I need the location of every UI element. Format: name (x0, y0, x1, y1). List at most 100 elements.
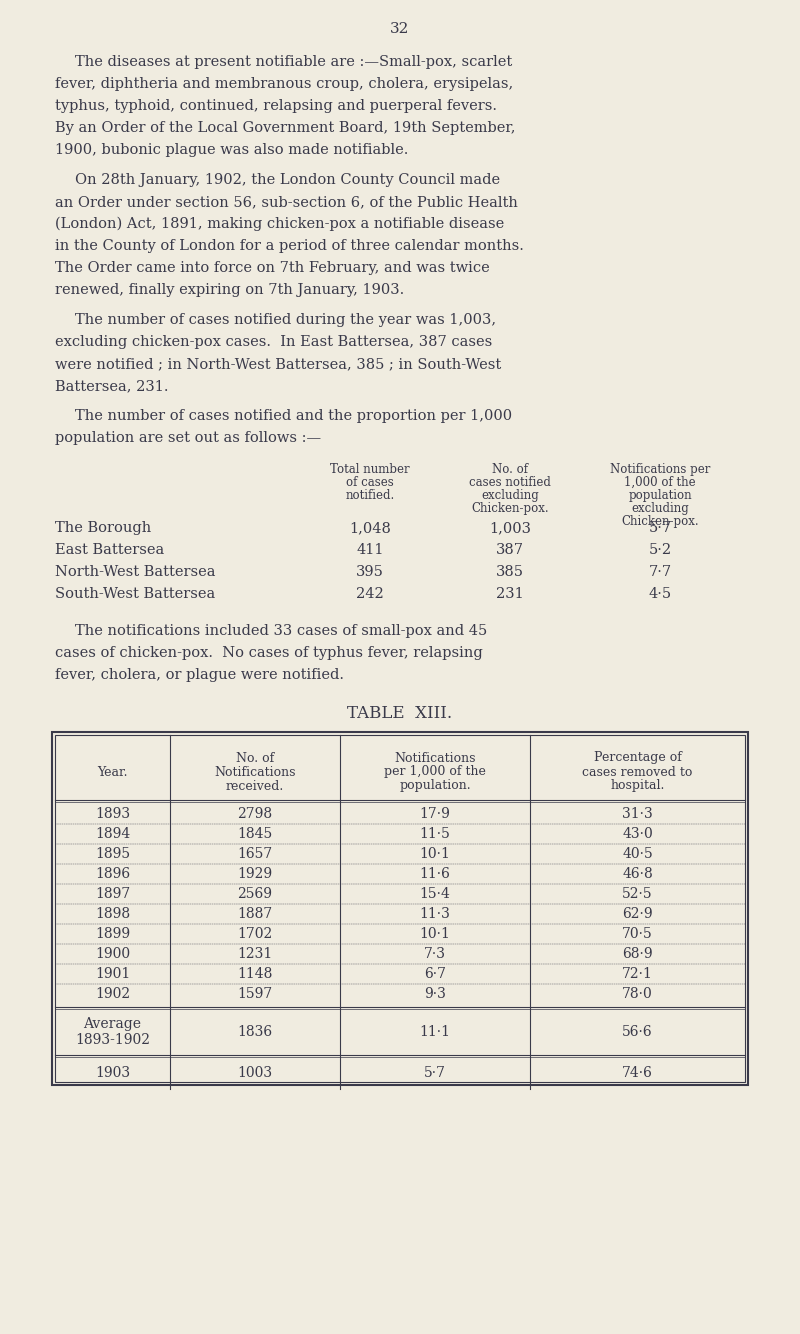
Text: 72·1: 72·1 (622, 967, 653, 980)
Text: 387: 387 (496, 543, 524, 558)
Text: notified.: notified. (346, 490, 394, 502)
Text: 1148: 1148 (238, 967, 273, 980)
Text: Chicken-pox.: Chicken-pox. (471, 502, 549, 515)
Text: 40·5: 40·5 (622, 847, 653, 860)
Text: The notifications included 33 cases of small-pox and 45: The notifications included 33 cases of s… (75, 624, 487, 638)
Text: 5·7: 5·7 (424, 1066, 446, 1081)
Text: 2798: 2798 (238, 807, 273, 820)
Text: 10·1: 10·1 (419, 847, 450, 860)
Text: typhus, typhoid, continued, relapsing and puerperal fevers.: typhus, typhoid, continued, relapsing an… (55, 99, 497, 113)
Text: were notified ; in North-West Battersea, 385 ; in South-West: were notified ; in North-West Battersea,… (55, 358, 502, 371)
Text: 70·5: 70·5 (622, 927, 653, 940)
Text: On 28th January, 1902, the London County Council made: On 28th January, 1902, the London County… (75, 173, 500, 187)
Text: 6·7: 6·7 (424, 967, 446, 980)
Text: hospital.: hospital. (610, 779, 665, 792)
Text: Notifications per: Notifications per (610, 463, 710, 476)
Text: 1597: 1597 (238, 987, 273, 1000)
Text: East Battersea: East Battersea (55, 543, 164, 558)
Text: 62·9: 62·9 (622, 907, 653, 920)
Text: Total number: Total number (330, 463, 410, 476)
Text: 1894: 1894 (95, 827, 130, 840)
Text: 32: 32 (390, 21, 410, 36)
Text: 1,003: 1,003 (489, 522, 531, 535)
Text: 11·1: 11·1 (419, 1025, 450, 1039)
Text: excluding: excluding (631, 502, 689, 515)
Text: 1887: 1887 (238, 907, 273, 920)
Text: population are set out as follows :—: population are set out as follows :— (55, 431, 321, 446)
Text: 1003: 1003 (238, 1066, 273, 1081)
Text: The number of cases notified and the proportion per 1,000: The number of cases notified and the pro… (75, 410, 512, 423)
Text: 231: 231 (496, 587, 524, 602)
Text: population.: population. (399, 779, 471, 792)
Text: The diseases at present notifiable are :—Small-pox, scarlet: The diseases at present notifiable are :… (75, 55, 512, 69)
Text: cases of chicken-pox.  No cases of typhus fever, relapsing: cases of chicken-pox. No cases of typhus… (55, 646, 482, 660)
Text: 17·9: 17·9 (419, 807, 450, 820)
Text: By an Order of the Local Government Board, 19th September,: By an Order of the Local Government Boar… (55, 121, 515, 135)
Text: 2569: 2569 (238, 887, 273, 900)
Text: 15·4: 15·4 (419, 887, 450, 900)
Text: Percentage of: Percentage of (594, 751, 682, 764)
Text: The Order came into force on 7th February, and was twice: The Order came into force on 7th Februar… (55, 261, 490, 275)
Text: 411: 411 (356, 543, 384, 558)
Text: 1897: 1897 (95, 887, 130, 900)
Text: fever, cholera, or plague were notified.: fever, cholera, or plague were notified. (55, 668, 344, 682)
Text: 1836: 1836 (238, 1025, 273, 1039)
Text: 78·0: 78·0 (622, 987, 653, 1000)
Text: 11·3: 11·3 (419, 907, 450, 920)
Text: 74·6: 74·6 (622, 1066, 653, 1081)
Text: 1895: 1895 (95, 847, 130, 860)
Text: 43·0: 43·0 (622, 827, 653, 840)
Text: 11·6: 11·6 (419, 867, 450, 880)
Text: 7·3: 7·3 (424, 947, 446, 960)
Text: of cases: of cases (346, 476, 394, 490)
Text: Chicken-pox.: Chicken-pox. (621, 515, 699, 528)
Text: excluding chicken-pox cases.  In East Battersea, 387 cases: excluding chicken-pox cases. In East Bat… (55, 335, 492, 350)
Text: 9·3: 9·3 (424, 987, 446, 1000)
Text: 4·5: 4·5 (649, 587, 671, 602)
Bar (55, 735, 745, 1082)
Text: excluding: excluding (481, 490, 539, 502)
Text: Battersea, 231.: Battersea, 231. (55, 379, 169, 394)
Text: cases removed to: cases removed to (582, 766, 693, 779)
Text: an Order under section 56, sub-section 6, of the Public Health: an Order under section 56, sub-section 6… (55, 195, 518, 209)
Text: 7·7: 7·7 (649, 566, 671, 579)
Text: 31·3: 31·3 (622, 807, 653, 820)
Text: 5·2: 5·2 (649, 543, 671, 558)
Text: 1845: 1845 (238, 827, 273, 840)
Text: 242: 242 (356, 587, 384, 602)
Text: fever, diphtheria and membranous croup, cholera, erysipelas,: fever, diphtheria and membranous croup, … (55, 77, 514, 91)
Text: 1899: 1899 (95, 927, 130, 940)
Text: 11·5: 11·5 (419, 827, 450, 840)
Text: Notifications: Notifications (394, 751, 476, 764)
Text: TABLE  XIII.: TABLE XIII. (347, 704, 453, 722)
Text: 56·6: 56·6 (622, 1025, 653, 1039)
Bar (52, 732, 748, 1085)
Text: South-West Battersea: South-West Battersea (55, 587, 215, 602)
Text: No. of: No. of (492, 463, 528, 476)
Text: per 1,000 of the: per 1,000 of the (384, 766, 486, 779)
Text: received.: received. (226, 779, 284, 792)
Text: The Borough: The Borough (55, 522, 151, 535)
Text: 1231: 1231 (238, 947, 273, 960)
Text: 1902: 1902 (95, 987, 130, 1000)
Text: 10·1: 10·1 (419, 927, 450, 940)
Text: 1,000 of the: 1,000 of the (624, 476, 696, 490)
Text: 46·8: 46·8 (622, 867, 653, 880)
Text: 1903: 1903 (95, 1066, 130, 1081)
Text: 1900, bubonic plague was also made notifiable.: 1900, bubonic plague was also made notif… (55, 143, 408, 157)
Text: cases notified: cases notified (469, 476, 551, 490)
Text: 1898: 1898 (95, 907, 130, 920)
Text: North-West Battersea: North-West Battersea (55, 566, 215, 579)
Text: 52·5: 52·5 (622, 887, 653, 900)
Text: Notifications: Notifications (214, 766, 296, 779)
Text: Average
1893-1902: Average 1893-1902 (75, 1017, 150, 1047)
Text: 1702: 1702 (238, 927, 273, 940)
Text: 1896: 1896 (95, 867, 130, 880)
Text: 395: 395 (356, 566, 384, 579)
Text: 1657: 1657 (238, 847, 273, 860)
Text: 385: 385 (496, 566, 524, 579)
Text: 1,048: 1,048 (349, 522, 391, 535)
Text: (London) Act, 1891, making chicken-pox a notifiable disease: (London) Act, 1891, making chicken-pox a… (55, 217, 504, 231)
Text: 1901: 1901 (95, 967, 130, 980)
Text: 1893: 1893 (95, 807, 130, 820)
